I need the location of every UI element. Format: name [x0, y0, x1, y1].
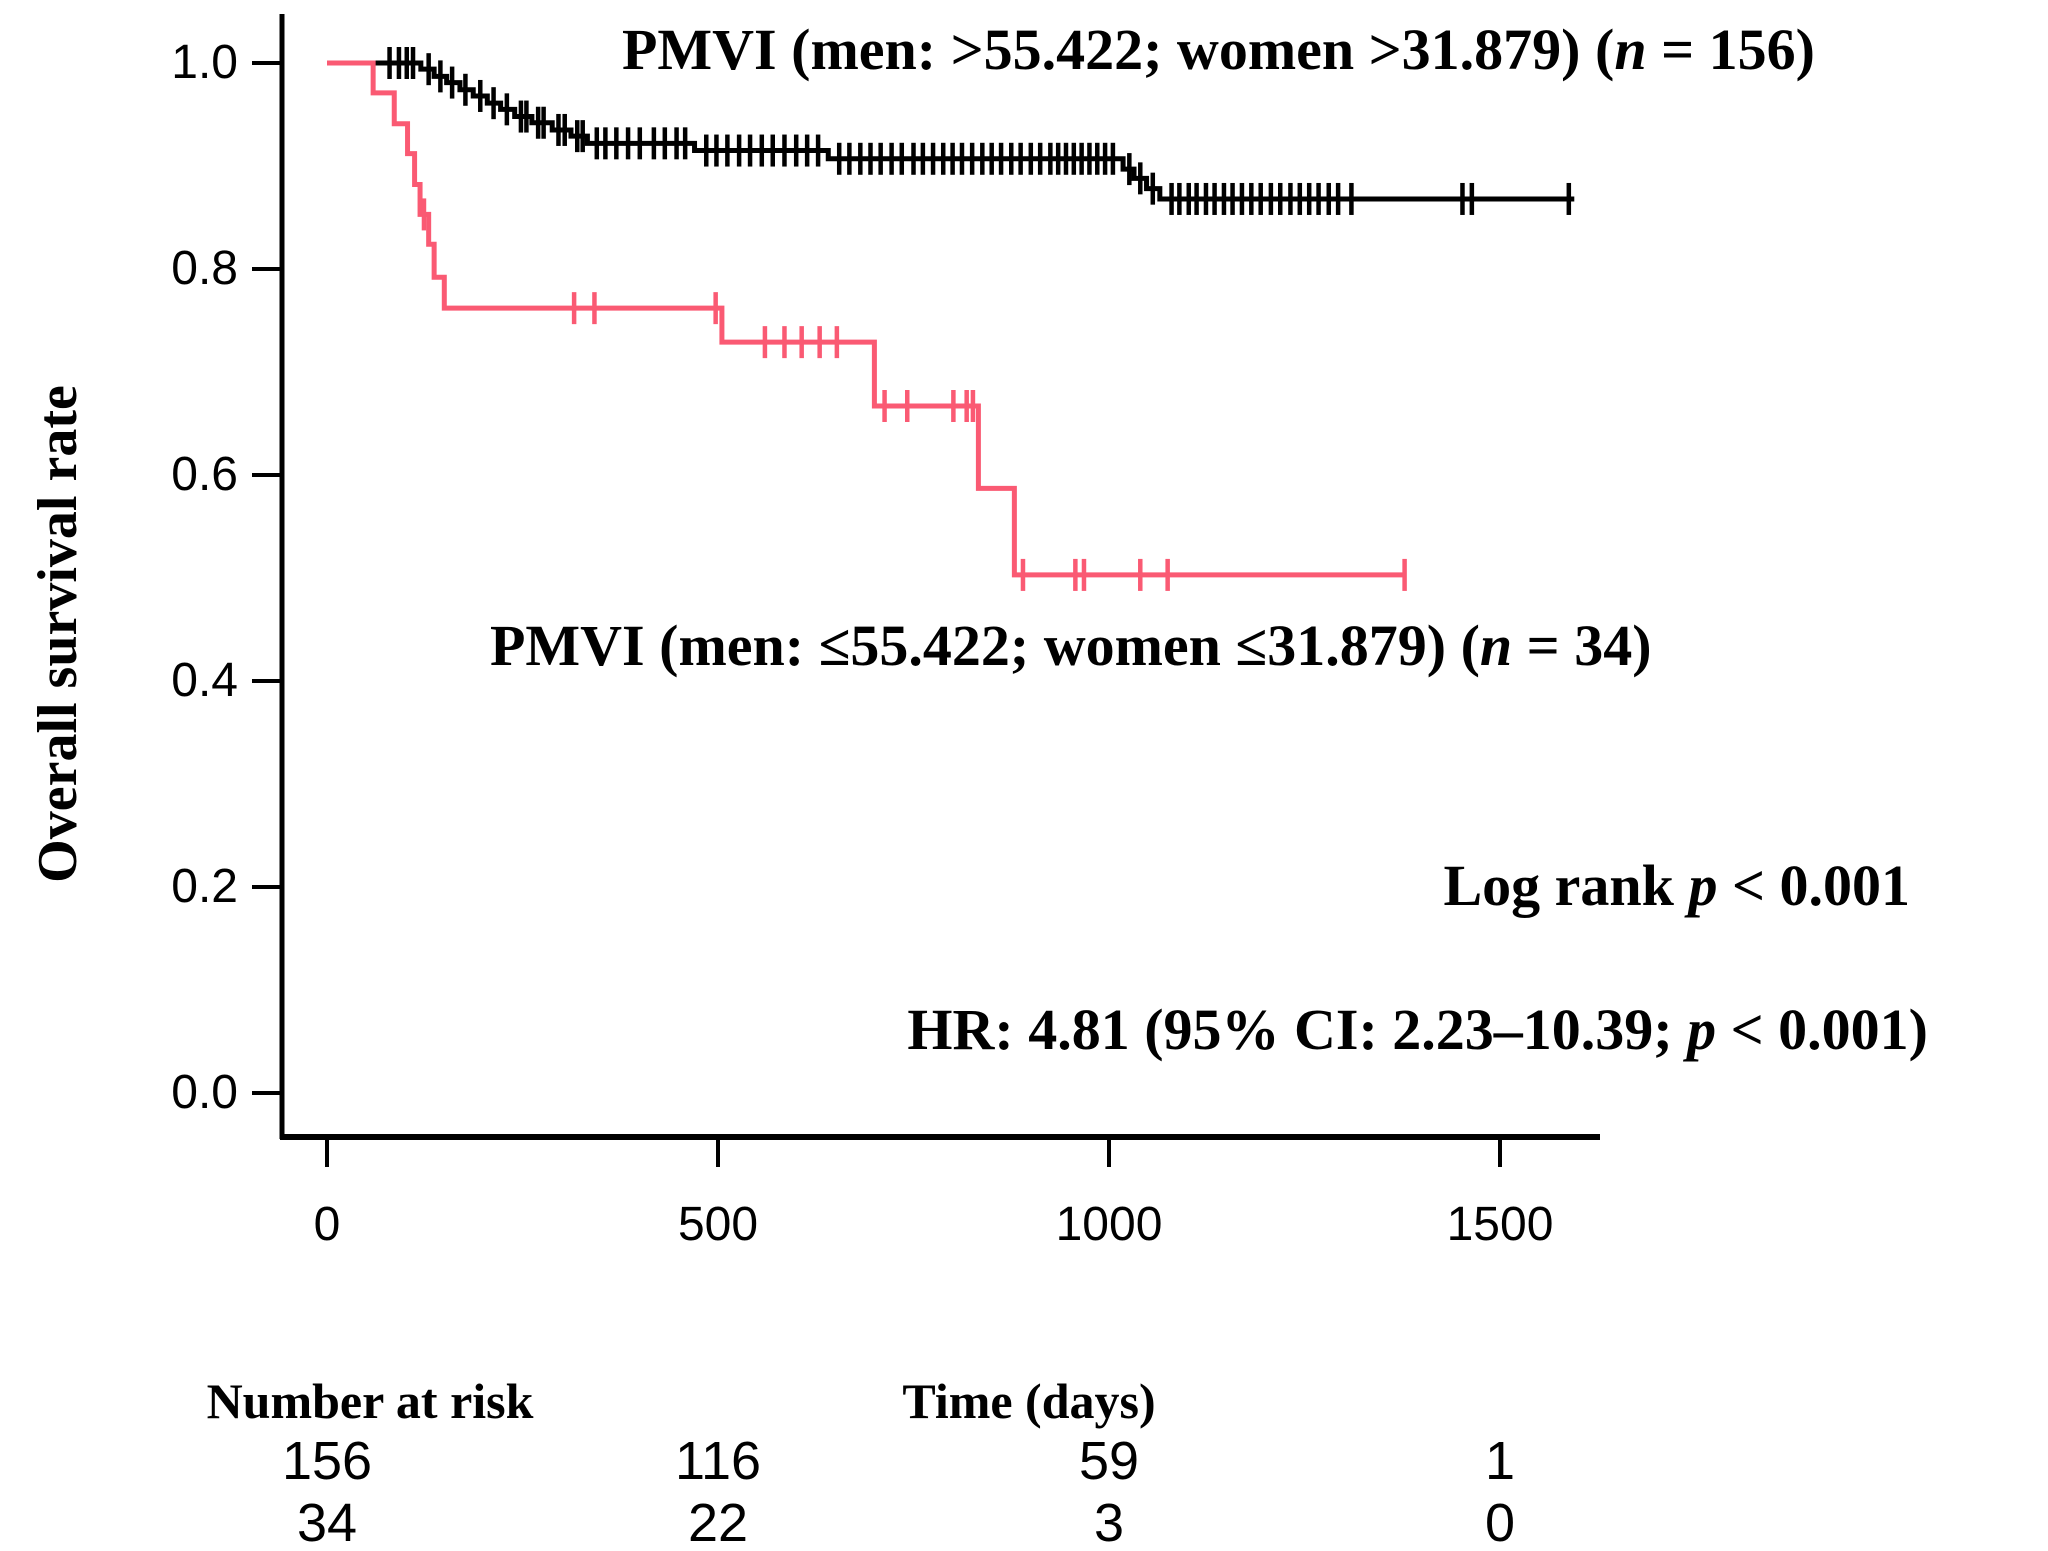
- risk-count-pmvi-low: 3: [1093, 1493, 1125, 1551]
- log-rank-annotation: Log rank p < 0.001: [1443, 852, 1910, 919]
- curve-label-low-n: n: [1479, 613, 1513, 678]
- risk-count-pmvi-high: 59: [1078, 1431, 1140, 1491]
- curve-label-low: PMVI (men: ≤55.422; women ≤31.879) (n = …: [490, 612, 1652, 679]
- survival-curve-pmvi-low: [327, 60, 1407, 578]
- curve-label-high: PMVI (men: >55.422; women >31.879) (n = …: [622, 16, 1815, 83]
- y-tick-label: 0.2: [171, 860, 238, 913]
- risk-count-pmvi-high: 156: [281, 1431, 373, 1491]
- curve-label-high-n: n: [1614, 17, 1647, 82]
- risk-table-title: Number at risk: [206, 1373, 534, 1429]
- risk-count-pmvi-high: 116: [674, 1431, 762, 1491]
- x-axis-title: Time (days): [902, 1373, 1156, 1429]
- hr-text: HR: 4.81 (95% CI: 2.23–10.39;: [907, 997, 1688, 1062]
- y-tick-label: 1.0: [171, 36, 238, 89]
- hr-value: < 0.001): [1716, 997, 1928, 1062]
- curve-label-low-count: = 34): [1512, 613, 1652, 678]
- x-tick-label: 1000: [1055, 1198, 1163, 1251]
- x-tick-label: 500: [677, 1198, 759, 1251]
- log-rank-text: Log rank: [1443, 853, 1689, 918]
- hr-p: p: [1687, 997, 1717, 1062]
- risk-count-pmvi-low: 22: [687, 1493, 749, 1551]
- y-tick-label: 0.0: [171, 1066, 238, 1119]
- log-rank-p: p: [1688, 853, 1718, 918]
- y-axis-title: Overall survival rate: [27, 385, 89, 883]
- log-rank-value: < 0.001: [1717, 853, 1910, 918]
- risk-count-pmvi-low: 0: [1484, 1493, 1516, 1551]
- x-tick-label: 0: [313, 1198, 341, 1251]
- curve-label-high-text: PMVI (men: >55.422; women >31.879) (: [622, 17, 1615, 82]
- survival-curves: [327, 47, 1575, 591]
- hazard-ratio-annotation: HR: 4.81 (95% CI: 2.23–10.39; p < 0.001): [907, 996, 1928, 1063]
- risk-count-pmvi-high: 1: [1484, 1431, 1516, 1491]
- survival-curve-pmvi-high: [327, 60, 1575, 202]
- risk-count-pmvi-low: 34: [296, 1493, 358, 1551]
- axes: [252, 14, 1600, 1167]
- y-tick-label: 0.4: [171, 654, 238, 707]
- curve-label-low-text: PMVI (men: ≤55.422; women ≤31.879) (: [490, 613, 1480, 678]
- curve-label-high-count: = 156): [1646, 17, 1815, 82]
- y-tick-label: 0.8: [171, 242, 238, 295]
- x-tick-label: 1500: [1446, 1198, 1554, 1251]
- y-tick-label: 0.6: [171, 448, 238, 501]
